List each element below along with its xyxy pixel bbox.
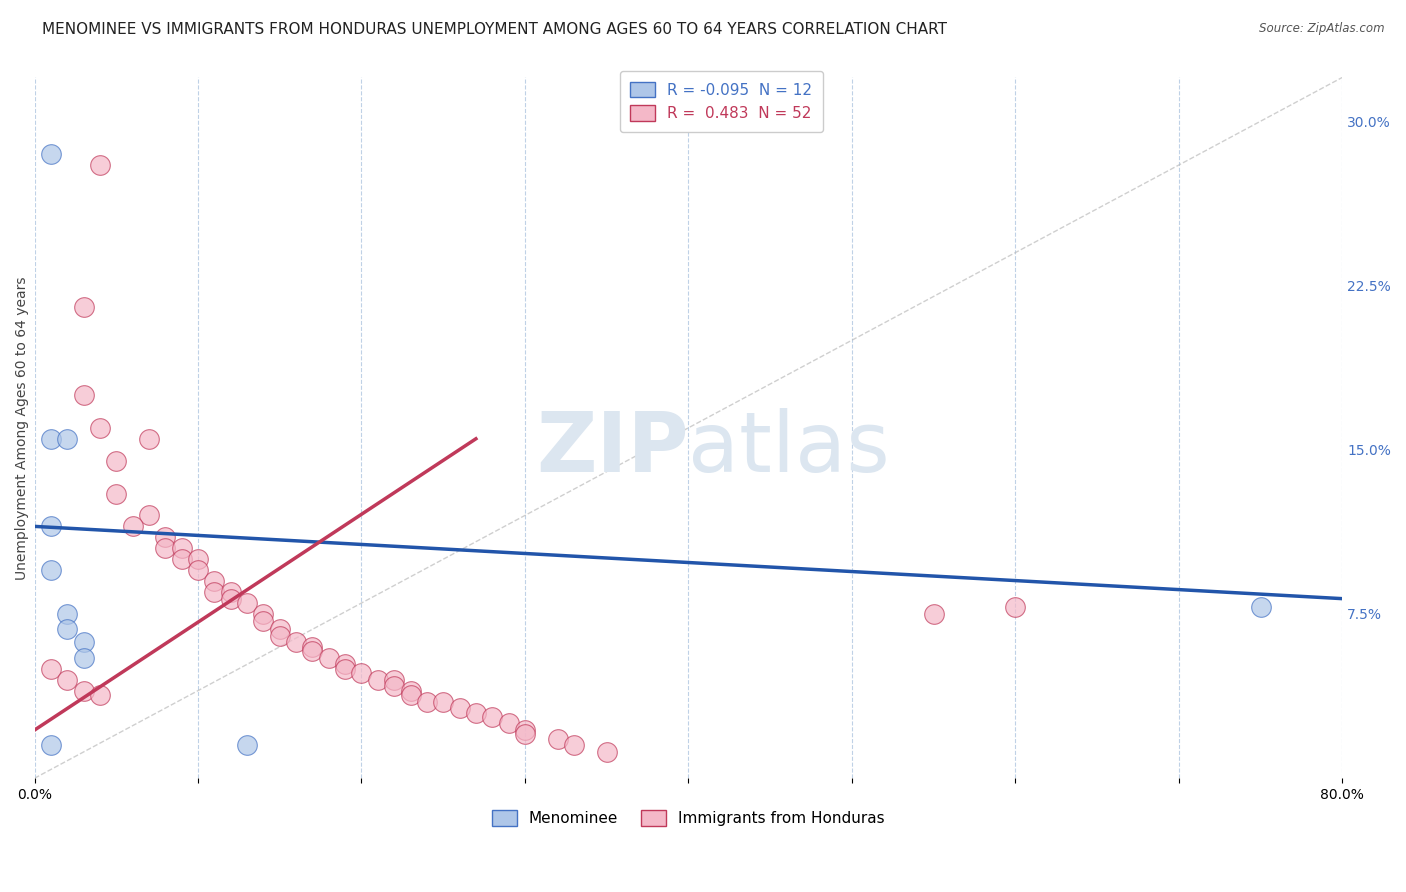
Point [138, 432, 160, 446]
Point [399, 683, 422, 698]
Point [367, 673, 389, 687]
Point [187, 563, 209, 577]
Point [285, 635, 308, 649]
Point [56, 673, 79, 687]
Point [464, 706, 486, 720]
Point [1004, 600, 1026, 615]
Point [56, 432, 79, 446]
Point [202, 585, 225, 599]
Point [39, 662, 62, 676]
Point [333, 662, 356, 676]
Point [56, 607, 79, 621]
Point [72, 301, 94, 315]
Point [449, 701, 471, 715]
Point [498, 716, 520, 731]
Point [236, 739, 259, 753]
Point [269, 629, 291, 643]
Point [269, 623, 291, 637]
Legend: Menominee, Immigrants from Honduras: Menominee, Immigrants from Honduras [485, 803, 893, 834]
Point [252, 607, 274, 621]
Point [105, 486, 128, 500]
Point [72, 683, 94, 698]
Point [547, 731, 569, 746]
Point [72, 650, 94, 665]
Point [89, 421, 111, 435]
Point [89, 158, 111, 172]
Text: ZIP: ZIP [536, 409, 689, 490]
Y-axis label: Unemployment Among Ages 60 to 64 years: Unemployment Among Ages 60 to 64 years [15, 277, 30, 580]
Point [481, 710, 503, 724]
Point [399, 688, 422, 702]
Point [39, 147, 62, 161]
Point [432, 695, 454, 709]
Point [72, 635, 94, 649]
Point [39, 432, 62, 446]
Text: MENOMINEE VS IMMIGRANTS FROM HONDURAS UNEMPLOYMENT AMONG AGES 60 TO 64 YEARS COR: MENOMINEE VS IMMIGRANTS FROM HONDURAS UN… [42, 22, 948, 37]
Point [219, 585, 242, 599]
Point [382, 679, 405, 693]
Point [333, 657, 356, 672]
Point [252, 614, 274, 628]
Point [301, 644, 323, 658]
Point [416, 695, 439, 709]
Point [562, 739, 585, 753]
Point [236, 596, 259, 610]
Point [121, 519, 143, 533]
Point [513, 727, 536, 741]
Point [350, 666, 373, 681]
Point [89, 688, 111, 702]
Text: atlas: atlas [689, 409, 890, 490]
Point [595, 745, 617, 759]
Point [56, 623, 79, 637]
Text: Source: ZipAtlas.com: Source: ZipAtlas.com [1260, 22, 1385, 36]
Point [39, 519, 62, 533]
Point [513, 723, 536, 737]
Point [187, 552, 209, 566]
Point [138, 508, 160, 523]
Point [155, 530, 177, 544]
Point [301, 640, 323, 654]
Point [202, 574, 225, 588]
Point [105, 453, 128, 467]
Point [39, 563, 62, 577]
Point [1250, 600, 1272, 615]
Point [39, 739, 62, 753]
Point [318, 650, 340, 665]
Point [155, 541, 177, 556]
Point [382, 673, 405, 687]
Point [219, 591, 242, 606]
Point [170, 541, 193, 556]
Point [72, 388, 94, 402]
Point [170, 552, 193, 566]
Point [922, 607, 945, 621]
